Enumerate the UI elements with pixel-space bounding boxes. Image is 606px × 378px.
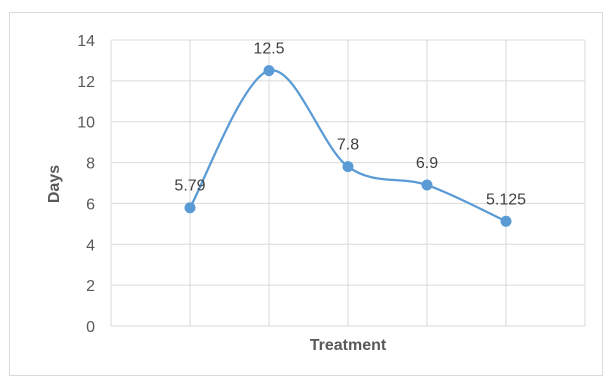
y-tick-label: 14: [77, 33, 95, 50]
data-point: [184, 202, 196, 214]
data-label: 5.79: [174, 178, 205, 195]
data-point: [342, 161, 354, 173]
data-labels: 5.79 12.5 7.8 6.9 5.125: [174, 41, 526, 209]
data-point: [421, 179, 433, 191]
y-tick-label: 10: [77, 115, 95, 132]
y-tick-label: 4: [86, 237, 95, 254]
y-axis-title: Days: [46, 165, 63, 203]
y-tick-label: 0: [86, 319, 95, 336]
gridlines: [110, 39, 586, 327]
data-points: [184, 65, 512, 227]
y-tick-labels: 0 2 4 6 8 10 12 14: [77, 33, 95, 336]
x-axis-title: Treatment: [310, 337, 387, 354]
y-tick-label: 12: [77, 74, 95, 91]
data-label: 12.5: [253, 41, 284, 58]
data-label: 5.125: [486, 191, 526, 208]
y-tick-label: 6: [86, 196, 95, 213]
y-tick-label: 2: [86, 278, 95, 295]
data-point: [263, 65, 275, 77]
data-point: [500, 215, 512, 227]
y-tick-label: 8: [86, 156, 95, 173]
data-label: 6.9: [416, 155, 438, 172]
series-line: [189, 69, 507, 223]
data-label: 7.8: [337, 137, 359, 154]
chart-frame: [9, 12, 603, 376]
